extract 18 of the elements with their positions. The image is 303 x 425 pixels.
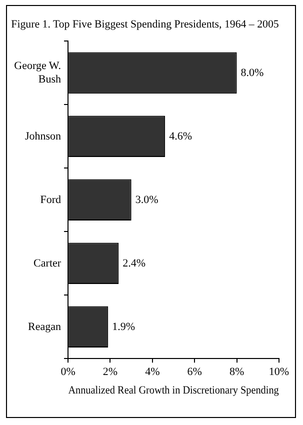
x-tick-label: 2%: [102, 366, 118, 378]
data-label: 2.4%: [122, 257, 146, 270]
y-tick-label: Carter: [34, 257, 62, 270]
y-tick-label: Ford: [40, 194, 62, 206]
x-tick-label: 4%: [145, 366, 160, 378]
data-label: 1.9%: [112, 320, 136, 333]
y-tick-label: Reagan: [28, 320, 62, 333]
x-tick-label: 8%: [229, 366, 244, 378]
y-tick-label: George W. Bush: [14, 60, 62, 86]
data-label: 8.0%: [240, 66, 264, 79]
x-tick-label: 6%: [187, 366, 202, 378]
y-tick-label: Johnson: [24, 130, 62, 142]
x-tick-label: 10%: [268, 366, 290, 378]
x-axis-title: Annualized Real Growth in Discretionary Spending: [68, 384, 280, 396]
data-label: 4.6%: [169, 130, 192, 142]
data-label: 3.0%: [135, 194, 158, 206]
x-tick-label: 0%: [60, 366, 76, 378]
chart-title: Figure 1. Top Five Biggest Spending Presidents, 1964 – 2005: [11, 18, 280, 31]
